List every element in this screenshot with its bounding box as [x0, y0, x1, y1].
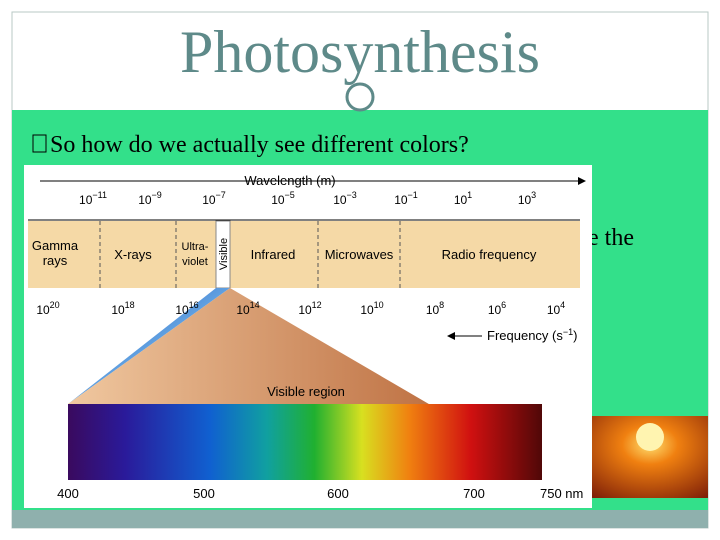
power-exponent: 3	[531, 190, 536, 200]
power-exponent: −11	[92, 190, 107, 200]
frequency-tick: 1016	[175, 300, 198, 317]
footer-bar	[12, 510, 708, 528]
power-base: 10	[426, 303, 440, 317]
nm-tick: 700	[463, 486, 485, 501]
frequency-exponent: −1	[563, 327, 573, 337]
region-label: Radio frequency	[442, 247, 537, 262]
power-base: 10	[454, 193, 468, 207]
frequency-text: Frequency (s	[487, 328, 563, 343]
visible-spectrum	[68, 404, 542, 480]
power-base: 10	[271, 193, 285, 207]
wavelength-tick: 10−9	[138, 190, 162, 207]
wavelength-tick: 103	[518, 190, 536, 207]
wavelength-tick: 10−5	[271, 190, 295, 207]
power-base: 10	[298, 303, 312, 317]
visible-region-label: Visible region	[267, 384, 345, 399]
power-exponent: −1	[408, 190, 418, 200]
frequency-tick: 1018	[111, 300, 134, 317]
wavelength-label: Wavelength (m)	[244, 173, 335, 188]
power-exponent: 10	[374, 300, 384, 310]
power-base: 10	[518, 193, 532, 207]
power-exponent: 4	[560, 300, 565, 310]
region-label: Infrared	[251, 247, 296, 262]
region-label: violet	[182, 256, 208, 268]
power-base: 10	[394, 193, 408, 207]
region-label: Gamma	[32, 238, 79, 253]
wavelength-tick: 101	[454, 190, 472, 207]
fan-right	[68, 288, 542, 470]
band	[28, 221, 580, 288]
arrowhead	[447, 332, 455, 340]
title-ornament	[345, 82, 375, 112]
region-label: rays	[43, 253, 68, 268]
frequency-tick: 104	[547, 300, 565, 317]
power-exponent: 8	[439, 300, 444, 310]
region-label: Microwaves	[325, 247, 394, 262]
wavelength-tick: 10−3	[333, 190, 357, 207]
wavelength-tick: 10−1	[394, 190, 418, 207]
power-exponent: −9	[152, 190, 162, 200]
bullet-marker	[32, 134, 47, 153]
power-base: 10	[236, 303, 250, 317]
power-exponent: 16	[189, 300, 199, 310]
power-base: 10	[202, 193, 216, 207]
power-base: 10	[547, 303, 561, 317]
nm-tick: 600	[327, 486, 349, 501]
power-base: 10	[488, 303, 502, 317]
nm-tick: 500	[193, 486, 215, 501]
power-base: 10	[36, 303, 50, 317]
power-exponent: 18	[125, 300, 135, 310]
power-exponent: −5	[285, 190, 295, 200]
power-exponent: 1	[467, 190, 472, 200]
frequency-label: Frequency (s−1)	[487, 327, 577, 343]
power-exponent: 14	[250, 300, 260, 310]
frequency-tick: 1010	[360, 300, 383, 317]
region-label: Visible	[218, 238, 230, 270]
frequency-tick: 1012	[298, 300, 321, 317]
power-base: 10	[138, 193, 152, 207]
power-base: 10	[360, 303, 374, 317]
frequency-tick: 1014	[236, 300, 259, 317]
power-exponent: −7	[216, 190, 226, 200]
power-exponent: −3	[347, 190, 357, 200]
power-exponent: 6	[501, 300, 506, 310]
nm-tick: 400	[57, 486, 79, 501]
sun	[636, 423, 664, 451]
wavelength-tick: 10−11	[79, 190, 107, 207]
frequency-tick: 106	[488, 300, 506, 317]
slide-title: Photosynthesis	[180, 19, 540, 85]
power-base: 10	[333, 193, 347, 207]
power-base: 10	[175, 303, 189, 317]
frequency-close: )	[573, 328, 577, 343]
bullet-text: So how do we actually see different colo…	[50, 132, 469, 158]
power-base: 10	[79, 193, 93, 207]
power-base: 10	[111, 303, 125, 317]
power-exponent: 20	[50, 300, 60, 310]
region-label: X-rays	[114, 247, 152, 262]
wavelength-tick: 10−7	[202, 190, 226, 207]
power-exponent: 12	[312, 300, 322, 310]
spectrum-figure: Wavelength (m)10−11 10−9 10−7 10−5 10−3 10−1 1…	[24, 165, 592, 508]
region-label: Ultra-	[182, 241, 209, 253]
frequency-tick: 108	[426, 300, 444, 317]
hidden-text: e the	[588, 225, 634, 251]
nm-tick: 750 nm	[540, 486, 583, 501]
arrowhead	[578, 177, 586, 185]
frequency-tick: 1020	[36, 300, 59, 317]
